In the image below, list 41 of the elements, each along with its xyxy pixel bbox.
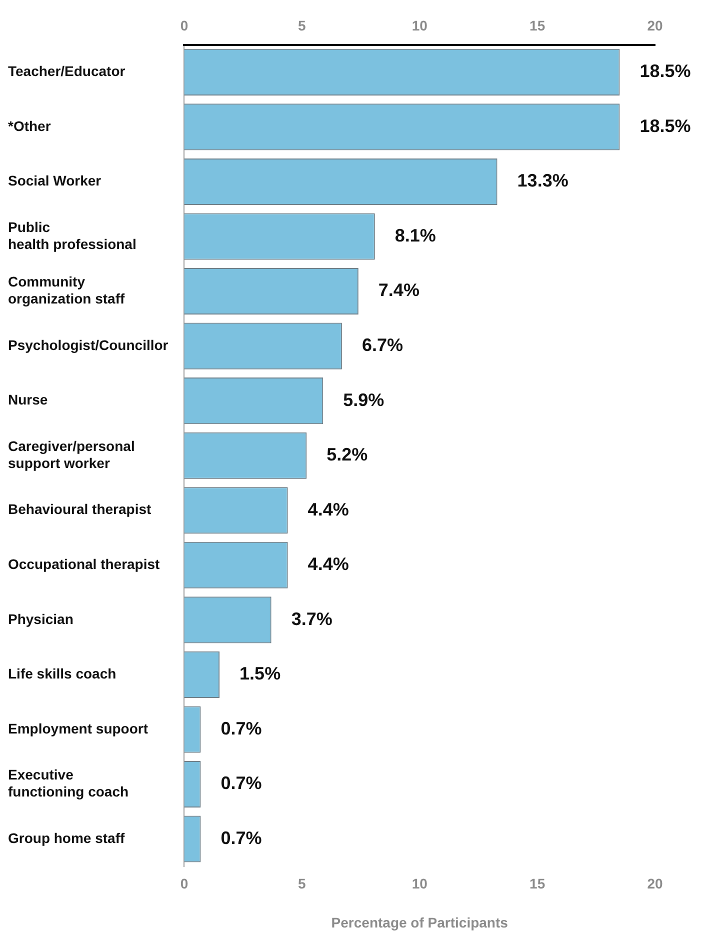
data-label: 18.5% — [640, 116, 691, 136]
y-tick-label: Behavioural therapist — [8, 501, 152, 518]
x-tick-label: 15 — [530, 17, 546, 34]
data-label: 8.1% — [394, 225, 436, 246]
y-tick-label: Community organization staff — [8, 274, 126, 307]
data-label: 5.2% — [326, 444, 368, 465]
y-tick-label: Public health professional — [8, 218, 136, 252]
y-tick-label: Teacher/Educator — [8, 63, 126, 80]
y-tick-label: Psychologist/Councillor — [8, 336, 169, 353]
y-tick-label: Employment supoort — [8, 720, 148, 736]
x2-tick-label: 5 — [298, 876, 306, 892]
x-tick-label: 0 — [180, 17, 188, 34]
x2-tick-label: 10 — [412, 876, 428, 892]
y-tick-label: Group home staff — [8, 830, 126, 846]
y-tick-label: *Other — [8, 118, 52, 134]
y-tick-label: Social Worker — [8, 172, 102, 189]
y-tick-label: Caregiver/personal support worker — [8, 438, 135, 471]
x2-tick-label: 0 — [180, 876, 188, 892]
y-tick-label: Life skills coach — [8, 666, 116, 682]
y-tick-label: Executive functioning coach — [8, 766, 129, 800]
data-label: 0.7% — [220, 718, 262, 738]
x2-tick-label: 20 — [647, 876, 663, 892]
data-label: 4.4% — [308, 554, 349, 574]
x-tick-label: 5 — [298, 17, 306, 34]
y-tick-label: Nurse — [8, 392, 48, 408]
data-label: 3.7% — [291, 608, 332, 629]
y-tick-label: Occupational therapist — [8, 556, 160, 572]
x-tick-label: 20 — [647, 17, 663, 34]
data-label: 0.7% — [220, 828, 262, 848]
data-label: 4.4% — [308, 499, 349, 520]
x-tick-label: 10 — [412, 17, 428, 34]
data-label: 18.5% — [640, 61, 691, 82]
data-label: 0.7% — [220, 773, 262, 794]
data-label: 5.9% — [343, 390, 384, 410]
x-axis-title: Percentage of Participants — [331, 914, 508, 930]
data-label: 6.7% — [362, 335, 403, 356]
data-label: 7.4% — [378, 280, 420, 300]
data-label: 13.3% — [517, 170, 568, 191]
y-tick-label: Physician — [8, 610, 74, 627]
data-label: 1.5% — [240, 664, 281, 684]
x2-tick-label: 15 — [530, 876, 546, 892]
